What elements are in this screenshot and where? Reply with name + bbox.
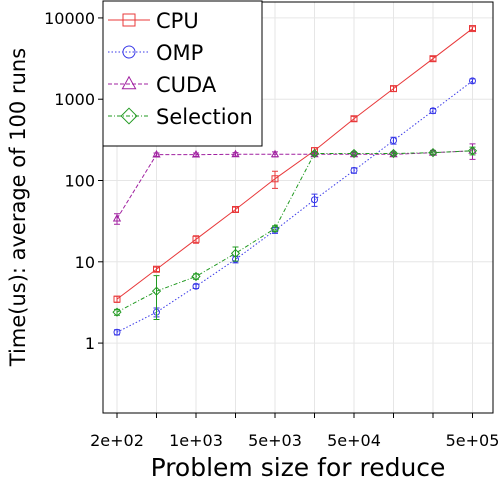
marker: [350, 115, 358, 123]
marker: [152, 150, 161, 158]
y-tick-label: 10: [75, 253, 95, 272]
x-tick-label: 5e+05: [446, 431, 500, 450]
error-bar: [153, 275, 160, 321]
legend-label: Selection: [156, 105, 253, 129]
error-bar: [272, 225, 278, 232]
marker: [467, 146, 478, 156]
series-line: [116, 150, 473, 313]
error-bar: [114, 308, 120, 316]
marker: [192, 282, 200, 290]
error-bar: [193, 152, 199, 157]
legend-label: CUDA: [156, 73, 217, 97]
marker: [191, 271, 201, 282]
marker: [112, 213, 122, 222]
marker: [428, 148, 438, 158]
marker: [309, 148, 320, 159]
series-line: [116, 80, 473, 333]
error-bar: [232, 152, 239, 157]
marker: [231, 149, 240, 158]
marker: [469, 25, 476, 33]
x-tick-label: 5e+03: [248, 431, 302, 450]
error-bar: [153, 266, 160, 272]
marker: [390, 137, 397, 145]
marker: [349, 148, 359, 159]
error-bar: [430, 56, 436, 62]
error-bar: [469, 26, 476, 32]
marker: [469, 77, 476, 85]
y-axis-label: Time(us): average of 100 runs: [6, 48, 30, 367]
y-tick-label: 1000: [54, 90, 95, 109]
x-tick-label: 2e+02: [90, 431, 144, 450]
legend-box: [102, 0, 263, 147]
legend-marker: [120, 107, 138, 125]
x-tick-label: 5e+04: [327, 431, 381, 450]
marker: [112, 307, 122, 317]
series-line: [116, 150, 473, 219]
marker: [191, 150, 201, 158]
x-tick-label: 1e+03: [169, 431, 223, 450]
legend-label: OMP: [156, 41, 203, 65]
marker: [388, 148, 399, 159]
plot-frame: [102, 1, 494, 414]
x-axis-label: Problem size for reduce: [151, 453, 446, 482]
error-bar: [232, 206, 239, 213]
marker: [232, 205, 239, 213]
marker: [429, 107, 437, 115]
marker: [311, 196, 318, 204]
series-line: [116, 28, 473, 300]
marker: [230, 248, 241, 258]
legend-label: CPU: [156, 9, 199, 33]
error-bar: [272, 170, 278, 189]
marker: [113, 295, 121, 303]
marker: [151, 286, 162, 296]
legend-marker: [122, 13, 136, 27]
legend-marker: [121, 75, 137, 90]
marker: [153, 265, 160, 273]
marker: [270, 223, 280, 234]
marker: [429, 55, 437, 63]
marker: [350, 166, 358, 174]
marker: [428, 148, 438, 156]
error-bar: [153, 152, 160, 157]
marker: [270, 149, 280, 158]
y-tick-label: 10000: [44, 9, 95, 28]
marker: [390, 85, 397, 93]
legend-marker: [122, 45, 136, 59]
marker: [271, 175, 279, 183]
y-tick-label: 100: [64, 172, 95, 191]
y-tick-label: 1: [85, 334, 95, 353]
marker: [113, 328, 121, 336]
marker: [192, 235, 200, 243]
error-bar: [311, 193, 318, 207]
